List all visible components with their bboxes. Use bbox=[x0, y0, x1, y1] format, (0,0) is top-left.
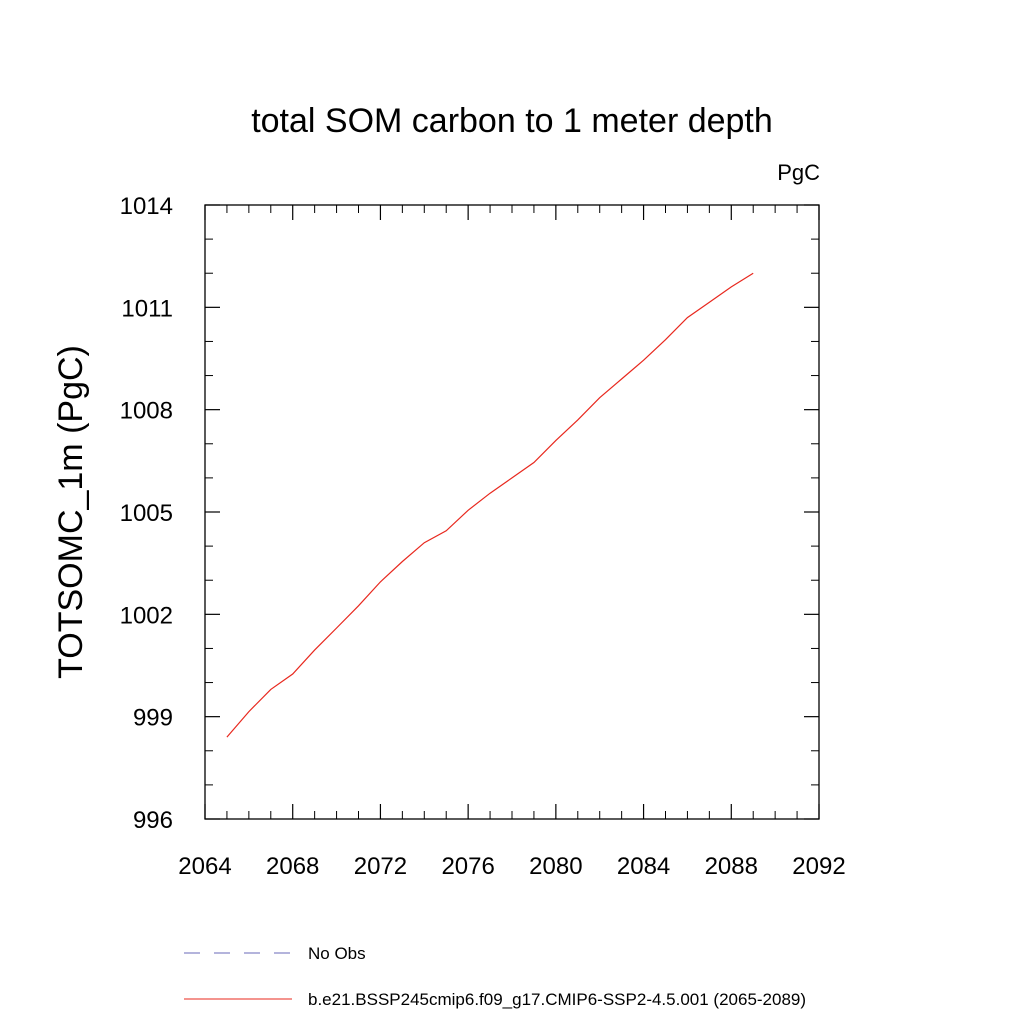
x-tick-label: 2072 bbox=[354, 853, 407, 880]
chart-title: total SOM carbon to 1 meter depth bbox=[251, 102, 773, 140]
axis-ticks: 2064 2068 2072 2076 2080 2084 2088 2092 996 999 10… bbox=[120, 193, 846, 880]
legend: No Obs b.e21.BSSP245cmip6.f09_g17.CMIP6-S… bbox=[184, 944, 806, 1009]
x-tick-label: 2068 bbox=[266, 853, 319, 880]
y-tick-label: 1014 bbox=[120, 193, 173, 220]
x-tick-label: 2092 bbox=[792, 853, 845, 880]
legend-label: No Obs bbox=[308, 944, 366, 963]
y-tick-label: 1008 bbox=[120, 398, 173, 425]
y-tick-label: 1011 bbox=[121, 295, 173, 322]
x-tick-label: 2076 bbox=[441, 853, 494, 880]
x-tick-label: 2088 bbox=[705, 853, 758, 880]
y-tick-label: 1002 bbox=[120, 602, 173, 629]
y-tick-label: 999 bbox=[133, 705, 173, 732]
x-tick-label: 2080 bbox=[529, 853, 582, 880]
legend-label: b.e21.BSSP245cmip6.f09_g17.CMIP6-SSP2-4.… bbox=[308, 990, 806, 1009]
series-line bbox=[226, 272, 754, 738]
plot-frame bbox=[204, 204, 820, 820]
x-tick-label: 2084 bbox=[617, 853, 670, 880]
x-tick-label: 2064 bbox=[178, 853, 231, 880]
y-axis-label: TOTSOMC_1m (PgC) bbox=[52, 345, 90, 679]
series-layer bbox=[226, 272, 754, 738]
units-label: PgC bbox=[777, 160, 820, 185]
y-tick-label: 996 bbox=[133, 807, 173, 834]
y-tick-label: 1005 bbox=[120, 500, 173, 527]
